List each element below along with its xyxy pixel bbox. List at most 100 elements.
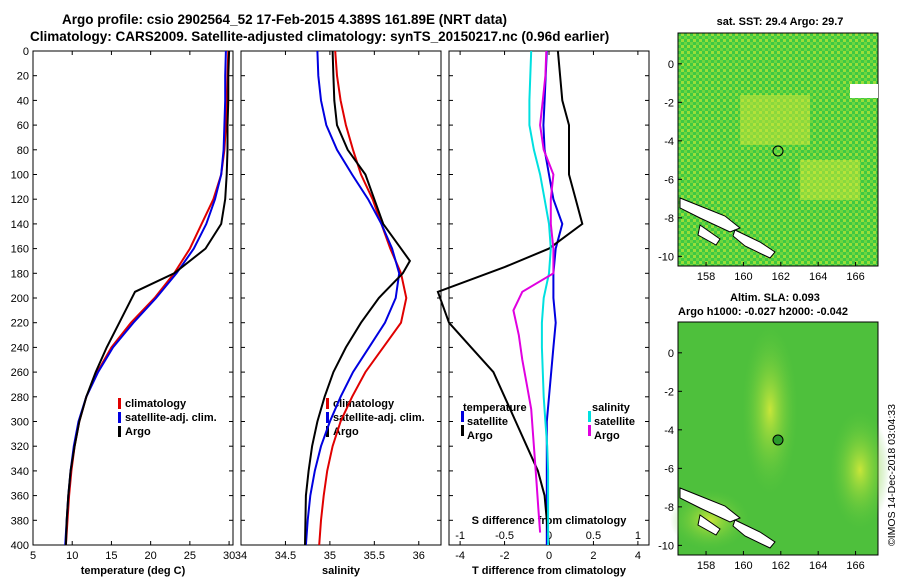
temperature-plot-frame <box>32 50 234 546</box>
legend-label: Argo <box>467 430 493 442</box>
legend-swatch <box>326 412 329 423</box>
legend-swatch <box>588 425 591 436</box>
legend-swatch <box>461 411 464 422</box>
map-y-tick-label: 0 <box>668 59 674 71</box>
legend-swatch <box>588 411 591 422</box>
x-tick-label: 30 <box>223 550 235 562</box>
map-x-tick-label: 164 <box>809 560 827 572</box>
y-tick-label: 320 <box>11 441 29 453</box>
sla-map: 158 160 162 164 166 0 -2 -4 -6 -8 -10 Altim. SLA: … <box>658 292 890 572</box>
y-tick-label: 160 <box>11 244 29 256</box>
map-y-tick-label: -8 <box>664 502 674 514</box>
y-tick-label: 400 <box>11 540 29 552</box>
y-tick-label: 60 <box>17 120 29 132</box>
map-x-tick-label: 158 <box>697 271 715 283</box>
map-x-tick-label: 160 <box>734 271 752 283</box>
s-difference-tick-label: -0.5 <box>495 530 514 542</box>
sst-land-mask <box>850 84 878 98</box>
series-line-s-argo <box>512 50 555 533</box>
y-tick-label: 100 <box>11 170 29 182</box>
argo-position-marker <box>772 145 784 157</box>
coastline <box>679 487 776 549</box>
legend-label: Argo <box>125 426 151 438</box>
legend-swatch <box>326 426 329 437</box>
y-tick-label: 180 <box>11 268 29 280</box>
x-tick-label: 34.5 <box>275 550 296 562</box>
x-tick-label: -4 <box>455 550 465 562</box>
y-tick-label: 280 <box>11 392 29 404</box>
y-tick-label: 40 <box>17 95 29 107</box>
y-tick-label: 380 <box>11 515 29 527</box>
legend-label: temperature <box>463 402 527 414</box>
series-line-s-satellite <box>528 50 552 545</box>
s-difference-tick-label: 0.5 <box>586 530 601 542</box>
s-difference-tick-label: 1 <box>635 530 641 542</box>
sla-high-anomaly <box>670 490 750 550</box>
sla-high-anomaly <box>742 325 798 495</box>
map-x-tick-label: 160 <box>734 560 752 572</box>
x-tick-label: -2 <box>500 550 510 562</box>
series-line-climatology <box>318 50 408 546</box>
argo-position-marker <box>772 434 784 446</box>
map-x-tick-label: 166 <box>846 560 864 572</box>
s-difference-tick-label: -1 <box>455 530 465 542</box>
x-tick-label: 35.5 <box>364 550 385 562</box>
map-y-tick-label: -2 <box>664 97 674 109</box>
sst-map: 158 160 162 164 166 0 -2 -4 -6 -8 -10 sat. SST: 29… <box>658 16 879 283</box>
y-tick-label: 220 <box>11 318 29 330</box>
x-tick-label: 34 <box>235 550 247 562</box>
x-tick-label: 0 <box>546 550 552 562</box>
difference-plot-frame <box>448 50 650 546</box>
y-tick-label: 120 <box>11 194 29 206</box>
y-tick-label: 340 <box>11 466 29 478</box>
y-tick-label: 200 <box>11 293 29 305</box>
map-y-tick-label: 0 <box>668 348 674 360</box>
x-tick-label: 5 <box>30 550 36 562</box>
s-difference-axis-label: S difference from climatology <box>472 515 628 527</box>
sst-map-field <box>677 32 879 267</box>
y-tick-label: 80 <box>17 145 29 157</box>
legend-label: satellite-adj. clim. <box>333 412 425 424</box>
series-line-argo <box>304 50 412 546</box>
y-tick-label: 260 <box>11 367 29 379</box>
x-tick-label: 4 <box>635 550 641 562</box>
x-tick-label: 36 <box>413 550 425 562</box>
map-y-tick-label: -6 <box>664 174 674 186</box>
x-axis-label: salinity <box>322 565 361 577</box>
imos-timestamp: ©IMOS 14-Dec-2018 03:04:33 <box>886 404 898 546</box>
x-tick-label: 20 <box>145 550 157 562</box>
x-tick-label: 35 <box>324 550 336 562</box>
y-tick-label: 20 <box>17 71 29 83</box>
map-x-tick-label: 166 <box>846 271 864 283</box>
sst-map-title: sat. SST: 29.4 Argo: 29.7 <box>717 16 844 28</box>
x-axis-label: temperature (deg C) <box>81 565 186 577</box>
sla-map-title-line2: Argo h1000: -0.027 h2000: -0.042 <box>678 306 848 318</box>
legend-swatch <box>118 412 121 423</box>
y-tick-label: 140 <box>11 219 29 231</box>
map-y-tick-label: -2 <box>664 386 674 398</box>
legend-label: satellite <box>467 416 508 428</box>
map-y-tick-label: -4 <box>664 425 674 437</box>
y-tick-label: 0 <box>23 46 29 58</box>
legend-swatch <box>118 426 121 437</box>
salinity-plot-frame <box>240 50 442 546</box>
map-y-tick-label: -8 <box>664 213 674 225</box>
x-axis-label: T difference from climatology <box>472 565 627 577</box>
legend-label: satellite-adj. clim. <box>125 412 217 424</box>
y-tick-label: 360 <box>11 491 29 503</box>
sla-high-anomaly <box>830 410 890 530</box>
series-line-satellite-adj-clim- <box>304 50 401 546</box>
map-y-tick-label: -6 <box>664 463 674 475</box>
figure-title-line2: Climatology: CARS2009. Satellite-adjuste… <box>30 29 610 44</box>
legend-label: Argo <box>333 426 359 438</box>
legend-swatch <box>461 425 464 436</box>
map-y-tick-label: -4 <box>664 136 674 148</box>
legend-label: climatology <box>125 398 187 410</box>
legend-label: climatology <box>333 398 395 410</box>
map-x-tick-label: 162 <box>772 271 790 283</box>
sla-map-title-line1: Altim. SLA: 0.093 <box>730 292 820 304</box>
legend-label: Argo <box>594 430 620 442</box>
legend-swatch <box>118 398 121 409</box>
legend-label: satellite <box>594 416 635 428</box>
x-tick-label: 25 <box>184 550 196 562</box>
